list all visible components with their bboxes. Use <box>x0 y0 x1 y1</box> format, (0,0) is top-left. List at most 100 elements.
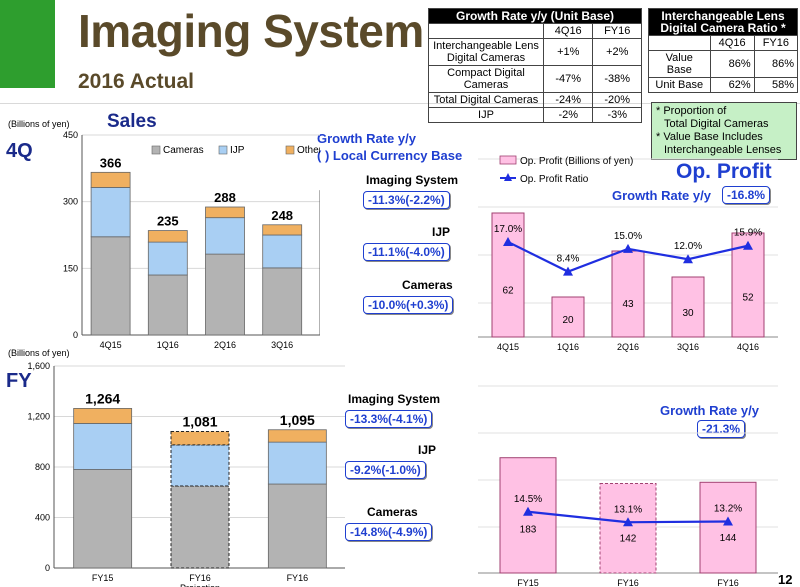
y-tick-label: 400 <box>35 513 50 523</box>
growth-heading-line2: ( ) Local Currency Base <box>317 148 463 163</box>
ratio-note-line: * Value Base Includes <box>656 131 763 143</box>
bar-cameras <box>205 253 245 336</box>
growth-pill-cameras: -10.0%(+0.3%) <box>363 296 454 314</box>
growth-table-cell: -47% <box>542 65 594 93</box>
op-profit-bar <box>551 296 585 338</box>
growth-pill-cameras-fy: -14.8%(-4.9%) <box>345 523 433 541</box>
growth-pill-imaging: -11.3%(-2.2%) <box>363 191 450 209</box>
page-subtitle: 2016 Actual <box>78 70 194 93</box>
growth-table-row-label: Total Digital Cameras <box>428 92 544 108</box>
brand-accent-bar <box>0 0 55 88</box>
bar-cameras <box>73 469 133 569</box>
op-profit-value-label: 52 <box>742 293 754 304</box>
x-tick-label: 3Q16 <box>677 342 699 352</box>
section-label-4q: 4Q <box>6 140 33 162</box>
growth-table-cell: -3% <box>592 107 642 123</box>
op-profit-fy-chart: 183FY15142FY16Projection144FY1614.5%13.1… <box>478 385 778 587</box>
bar-cameras <box>170 485 230 569</box>
bar-total-label: 248 <box>271 208 293 223</box>
growth-table-row-label: IJP <box>428 107 544 123</box>
growth-table-cell: -24% <box>542 92 594 108</box>
bar-others <box>73 408 133 424</box>
legend-label: Op. Profit (Billions of yen) <box>520 156 633 167</box>
growth-table-row-label: Compact Digital Cameras <box>428 65 544 93</box>
op-profit-bar <box>611 250 645 338</box>
sales-heading: Sales <box>107 111 157 132</box>
y-tick-label: 300 <box>63 197 78 207</box>
bar-others <box>170 431 230 446</box>
x-tick-label: 4Q15 <box>100 340 122 350</box>
op-ratio-label: 15.9% <box>734 228 762 239</box>
op-profit-bar <box>671 276 705 338</box>
ratio-note-line: * Proportion of <box>656 105 727 117</box>
op-ratio-marker <box>563 266 573 276</box>
y-tick-label: 1,200 <box>27 412 50 422</box>
x-tick-label: 1Q16 <box>157 340 179 350</box>
ratio-note-line: Interchangeable Lenses <box>664 144 782 156</box>
bar-others <box>205 206 245 219</box>
page-title: Imaging System <box>78 5 424 57</box>
op-profit-value-label: 144 <box>720 533 737 544</box>
op-profit-heading: Op. Profit <box>676 160 772 183</box>
bar-total-label: 1,081 <box>182 414 217 430</box>
bar-total-label: 1,095 <box>280 412 315 428</box>
seg-label-ijp-fy: IJP <box>418 443 437 457</box>
x-tick-label: FY16 <box>617 578 639 587</box>
y-tick-label: 450 <box>63 130 78 140</box>
legend-label: IJP <box>230 145 245 156</box>
growth-table-cell: -38% <box>592 65 642 93</box>
x-tick-label: 2Q16 <box>617 342 639 352</box>
ratio-table-cell: 86% <box>709 50 755 78</box>
y-tick-label: 1,600 <box>27 361 50 371</box>
growth-pill-ijp: -11.1%(-4.0%) <box>363 243 450 261</box>
bar-others <box>262 224 303 236</box>
op-ratio-label: 13.1% <box>614 504 642 515</box>
growth-table-row-label: Interchangeable Lens Digital Cameras <box>428 38 544 66</box>
op-growth-pill-4q: -16.8% <box>722 186 771 204</box>
seg-label-imaging: Imaging System <box>366 173 459 187</box>
legend-swatch <box>499 155 517 165</box>
ratio-table-row-label: Value Base <box>648 50 711 78</box>
ratio-table-col: FY16 <box>753 35 799 51</box>
bar-ijp <box>73 423 133 470</box>
bar-others <box>90 171 131 188</box>
op-profit-bar <box>699 481 757 574</box>
x-tick-label: 4Q15 <box>497 342 519 352</box>
op-ratio-label: 14.5% <box>514 494 542 505</box>
op-profit-value-label: 183 <box>520 525 537 536</box>
ratio-table-cell: 86% <box>753 50 799 78</box>
growth-table-cell: -20% <box>592 92 642 108</box>
x-tick-label: Projection <box>180 583 220 587</box>
sales-4q-chart: (Billions of yen) 0 150 300 450 366 4Q15 235 1Q1… <box>8 119 320 350</box>
ratio-table-cell: 58% <box>753 77 799 93</box>
bar-total-label: 235 <box>157 214 179 229</box>
ratio-notes: * Proportion of Total Digital Cameras * … <box>651 102 797 160</box>
op-ratio-marker <box>623 243 633 253</box>
ratio-table-cell: 62% <box>709 77 755 93</box>
op-ratio-marker <box>723 516 733 526</box>
y-axis-label: (Billions of yen) <box>8 119 70 129</box>
growth-table-cell: +1% <box>542 38 594 66</box>
op-ratio-marker <box>623 517 633 527</box>
op-ratio-label: 13.2% <box>714 504 742 515</box>
growth-table-cell: -2% <box>542 107 594 123</box>
x-tick-label: FY15 <box>92 573 114 583</box>
page-number: 12 <box>778 572 793 587</box>
seg-label-cameras-fy: Cameras <box>367 505 418 519</box>
y-tick-label: 150 <box>63 263 78 273</box>
bar-cameras <box>267 483 327 569</box>
y-axis-label: (Billions of yen) <box>8 348 70 358</box>
op-profit-bar <box>599 483 657 574</box>
seg-label-imaging-fy: Imaging System <box>348 392 441 406</box>
y-tick-label: 0 <box>45 563 50 573</box>
bar-ijp <box>170 444 230 487</box>
ratio-note-line: Total Digital Cameras <box>664 118 769 130</box>
camera-ratio-table: Interchangeable Lens Digital Camera Rati… <box>648 8 799 93</box>
seg-label-ijp: IJP <box>432 225 451 239</box>
legend-label: Cameras <box>163 145 204 156</box>
section-label-fy: FY <box>6 370 32 392</box>
op-profit-bar <box>491 212 525 338</box>
growth-table-col: 4Q16 <box>542 23 594 39</box>
op-ratio-marker <box>523 506 533 516</box>
x-tick-label: FY16 <box>287 573 309 583</box>
